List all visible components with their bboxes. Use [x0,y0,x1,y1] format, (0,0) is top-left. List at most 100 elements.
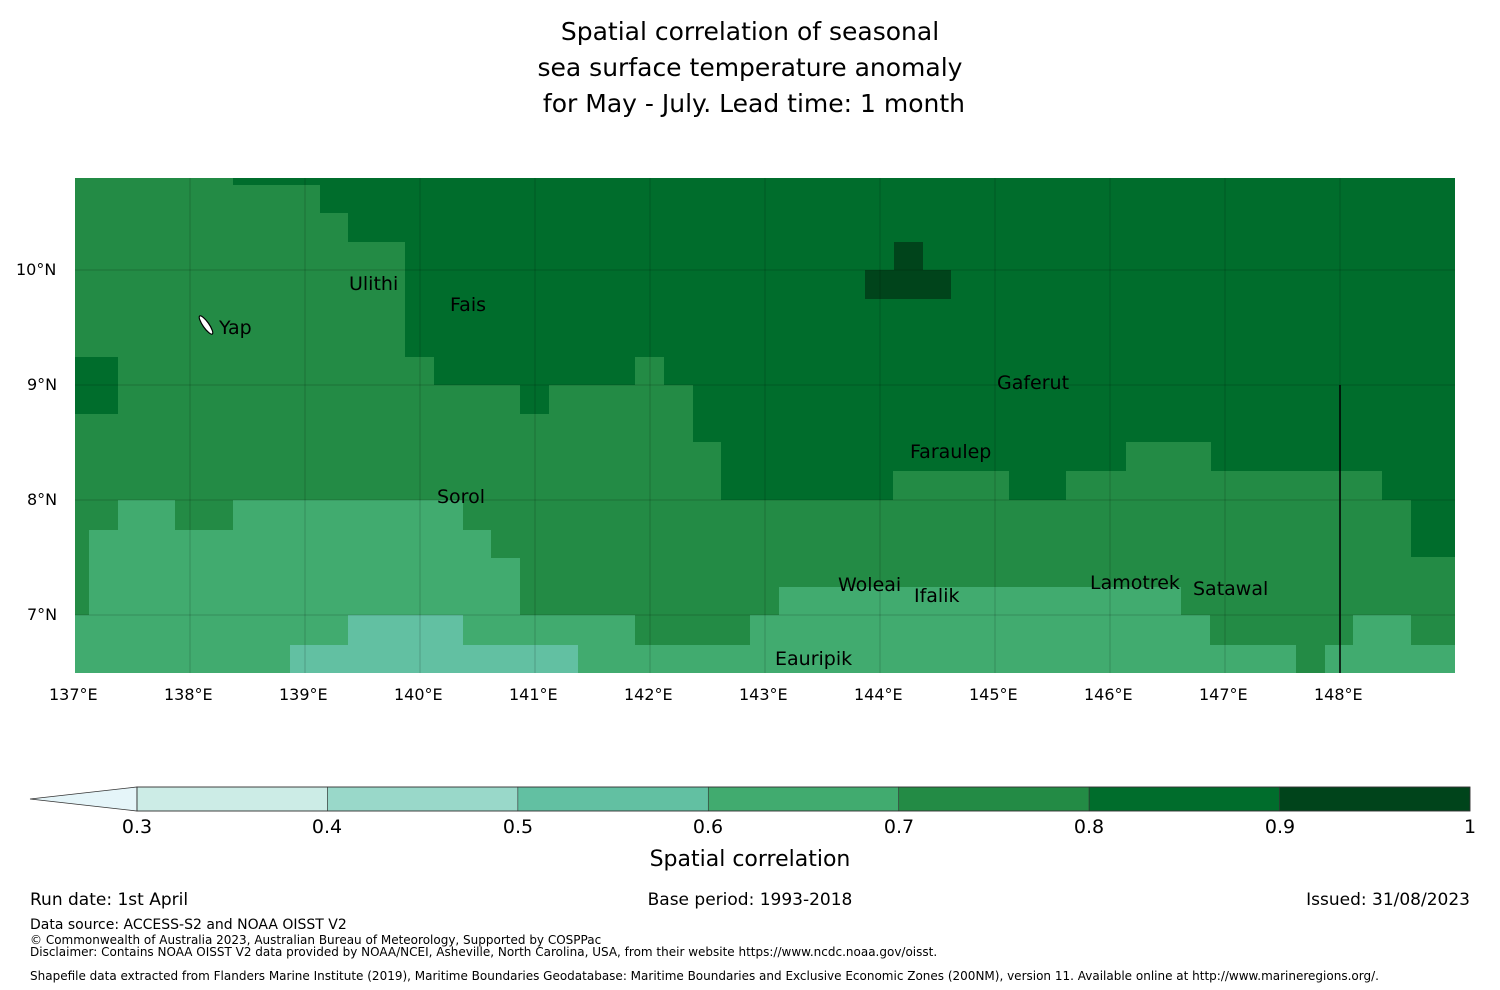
map-cell-medium [89,530,491,558]
colorbar-segment [136,786,328,812]
lon-tick-137: 137°E [49,685,98,704]
map-cell-very-high [865,270,951,299]
map-cell-moderate [1126,442,1211,471]
colorbar [29,786,1471,812]
correlation-map [75,178,1455,673]
lat-tick-7: 7°N [27,605,58,624]
colorbar-segment [1279,786,1471,812]
yap-island-icon [198,315,214,335]
colorbar-segment [517,786,709,812]
lon-tick-146: 146°E [1084,685,1133,704]
map-cell-high [1009,471,1066,500]
map-cell-high [721,471,893,500]
lon-tick-138: 138°E [164,685,213,704]
colorbar-tick-0.5: 0.5 [502,816,534,838]
place-label-yap: Yap [219,317,252,339]
map-high-correlation-cells [865,242,951,299]
map-cell-medium [750,615,1210,673]
map-cell-high [721,442,1455,471]
map-cell-medium [75,615,348,645]
colorbar-tick-1: 1 [1463,816,1477,838]
issued-date: Issued: 31/08/2023 [1306,890,1470,910]
map-cell-very-high [894,242,923,270]
lon-tick-140: 140°E [394,685,443,704]
map-cell-high [348,213,1455,242]
place-label-woleai: Woleai [838,574,902,596]
place-label-gaferut: Gaferut [997,372,1070,394]
map-cell-high [1411,500,1455,557]
map-cells [75,178,1455,673]
base-period: Base period: 1993-2018 [647,890,853,910]
place-label-ifalik: Ifalik [914,585,960,607]
map-cell-moderate [1066,471,1382,500]
map-cell-high [233,178,320,185]
map-cell-high [693,385,1455,442]
colorbar-segment [898,786,1090,812]
map-cell-medium [1210,645,1296,673]
colorbar-label: Spatial correlation [649,847,851,872]
lon-tick-145: 145°E [969,685,1018,704]
map-gridlines [75,178,1455,673]
map-cell-medium [1325,645,1455,673]
title-line-2: sea surface temperature anomaly [537,53,963,82]
colorbar-segment [1088,786,1280,812]
place-label-fais: Fais [450,294,487,316]
map-cell-moderate [1210,615,1353,645]
title-line-1: Spatial correlation of seasonal [560,17,940,46]
lon-tick-147: 147°E [1199,685,1248,704]
map-cell-medium [463,615,635,645]
chart-title: Spatial correlation of seasonal sea surf… [0,14,1500,122]
place-label-sorol: Sorol [437,486,485,508]
map-cell-medium [118,500,175,530]
map-cell-high [75,357,118,414]
copyright: © Commonwealth of Australia 2023, Austra… [30,933,602,947]
place-label-eauripik: Eauripik [775,648,853,670]
place-label-ulithi: Ulithi [349,273,399,295]
lon-tick-142: 142°E [624,685,673,704]
lon-tick-143: 143°E [739,685,788,704]
lat-tick-10: 10°N [16,260,57,279]
colorbar-tick-0.6: 0.6 [692,816,724,838]
map-cell-medium [75,645,290,673]
colorbar-segments [136,786,1471,812]
colorbar-tick-0.4: 0.4 [311,816,343,838]
map-cell-medium [89,558,520,615]
map-cell-medium [779,587,1124,615]
colorbar-tick-0.9: 0.9 [1264,816,1296,838]
map-cell-medium [1124,587,1181,615]
map-cell-medium [635,645,750,673]
title-line-3: for May - July. Lead time: 1 month [534,89,965,118]
map-cell-high [520,385,549,414]
place-label-lamotrek: Lamotrek [1090,572,1180,594]
map-cell-medium [233,500,463,530]
shapefile-credit: Shapefile data extracted from Flanders M… [30,969,1379,983]
map-cell-medium [1353,615,1411,645]
run-date: Run date: 1st April [30,890,189,910]
map-cell-high [1382,471,1455,500]
colorbar-segment [707,786,900,812]
map-cell-medium [578,645,635,673]
place-label-faraulep: Faraulep [910,441,992,463]
colorbar-segment [327,786,519,812]
map-cell-low [348,615,463,645]
data-source: Data source: ACCESS-S2 and NOAA OISST V2 [30,917,347,933]
map-cell-low [290,645,578,673]
map-cell-moderate [1411,615,1455,645]
colorbar-frame [136,786,1471,812]
lat-tick-8: 8°N [27,490,58,509]
colorbar-tick-0.8: 0.8 [1073,816,1105,838]
place-label-satawal: Satawal [1193,578,1269,600]
map-cell-high [664,357,1455,385]
lon-tick-144: 144°E [854,685,903,704]
lon-tick-139: 139°E [279,685,328,704]
lon-tick-141: 141°E [509,685,558,704]
colorbar-tick-0.7: 0.7 [883,816,915,838]
disclaimer: Disclaimer: Contains NOAA OISST V2 data … [30,945,938,959]
lon-tick-148: 148°E [1314,685,1363,704]
map-cell-high [434,357,635,385]
map-cell-moderate [635,615,750,645]
colorbar-extend-arrow [29,786,138,812]
lat-tick-9: 9°N [27,375,58,394]
colorbar-tick-0.3: 0.3 [121,816,153,838]
map-cell-high [405,300,1455,357]
